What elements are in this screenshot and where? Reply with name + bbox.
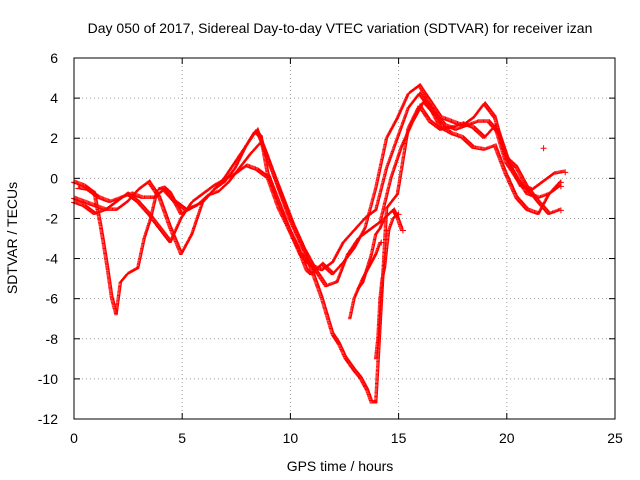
tick-labels: 0 5 10 15 20 25 -12 -10 -8 -6 -4 -2 0 2 4 6: [38, 50, 623, 446]
x-tick-label: 25: [607, 430, 623, 446]
y-tick-label: 2: [50, 130, 58, 146]
data-points: [71, 83, 569, 404]
data-series-6: [374, 211, 402, 360]
y-tick-label: -6: [46, 291, 59, 307]
x-tick-label: 0: [70, 430, 78, 446]
data-series-7: [540, 145, 547, 152]
y-tick-label: -4: [46, 251, 59, 267]
y-tick-label: 6: [50, 50, 58, 66]
data-series-2: [71, 91, 564, 272]
x-tick-label: 10: [283, 430, 299, 446]
y-tick-label: -2: [46, 210, 59, 226]
data-series-5: [356, 239, 385, 290]
plot-frame: [73, 57, 616, 420]
x-tick-label: 20: [499, 430, 515, 446]
y-tick-label: -12: [38, 411, 58, 427]
y-tick-label: 0: [50, 170, 58, 186]
data-series-3: [75, 99, 569, 288]
x-tick-label: 5: [178, 430, 186, 446]
y-tick-label: 4: [50, 90, 58, 106]
x-tick-label: 15: [391, 430, 407, 446]
y-tick-label: -8: [46, 331, 59, 347]
x-axis-label: GPS time / hours: [287, 458, 394, 474]
y-axis-label: SDTVAR / TECUs: [4, 182, 20, 294]
y-tick-label: -10: [38, 371, 58, 387]
chart-title: Day 050 of 2017, Sidereal Day-to-day VTE…: [88, 20, 593, 36]
